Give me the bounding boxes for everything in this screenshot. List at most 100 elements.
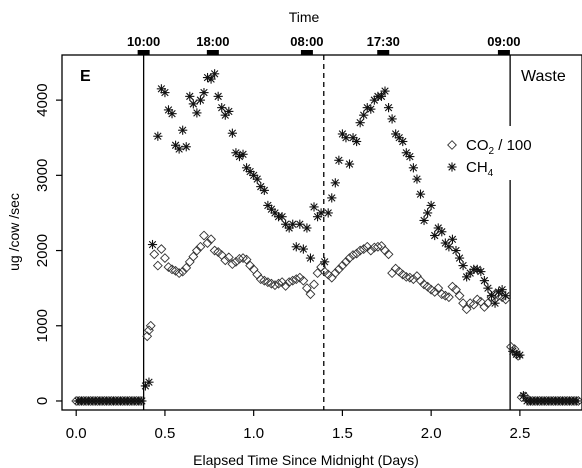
ch4-point — [323, 208, 333, 218]
ch4-point — [366, 104, 376, 114]
x-tick-label: 0.5 — [155, 425, 176, 442]
ch4-point — [298, 244, 308, 254]
ch4-point — [153, 131, 163, 141]
ch4-point — [415, 189, 426, 199]
co2-point — [177, 266, 188, 277]
ch4-point — [412, 174, 422, 184]
y-tick-label: 0 — [34, 397, 51, 405]
co2-point — [443, 292, 454, 303]
waste-annotation: Waste — [521, 68, 566, 85]
co2-point — [341, 256, 351, 267]
ch4-point — [422, 208, 433, 218]
co2-point — [330, 268, 341, 279]
ch4-point — [444, 242, 454, 252]
top-time-marker — [300, 50, 313, 55]
co2-point — [199, 230, 209, 241]
ch4-point — [501, 291, 511, 301]
co2-point — [234, 253, 245, 264]
co2-point — [408, 274, 419, 285]
co2-point — [447, 281, 458, 292]
ch4-point — [309, 202, 319, 212]
top-time-label: 18:00 — [196, 34, 229, 49]
legend-ch4-marker — [447, 162, 457, 172]
y-axis: 0 1000 2000 3000 4000 — [34, 83, 62, 405]
co2-point — [280, 280, 291, 291]
legend-label: CO2 / 100 — [466, 137, 532, 157]
ch4-point — [515, 350, 525, 360]
top-time-marker — [206, 50, 219, 55]
data-points — [71, 69, 582, 406]
x-tick-label: 2.5 — [509, 425, 530, 442]
top-axis-title: Time — [289, 9, 320, 25]
x-tick-label: 2.0 — [421, 425, 442, 442]
co2-point — [298, 275, 309, 286]
co2-point — [159, 253, 170, 264]
y-tick-label: 3000 — [34, 159, 51, 192]
co2-point — [458, 298, 469, 309]
top-time-label: 08:00 — [290, 34, 323, 49]
co2-point — [188, 251, 199, 262]
ch4-point — [479, 276, 489, 286]
co2-point — [483, 298, 493, 309]
co2-point — [454, 290, 465, 301]
ch4-point — [380, 86, 390, 96]
co2-point — [167, 264, 177, 275]
x-tick-label: 1.5 — [332, 425, 353, 442]
ch4-point — [486, 291, 497, 301]
co2-point — [287, 275, 298, 286]
ch4-point — [181, 142, 191, 152]
ch4-point — [419, 215, 429, 226]
co2-point — [323, 269, 334, 280]
ch4-point — [144, 377, 154, 387]
co2-point — [365, 245, 376, 256]
ch4-point — [437, 227, 447, 237]
top-time-marker — [377, 50, 390, 55]
co2-point — [390, 263, 401, 274]
ch4-point — [188, 99, 198, 109]
ch4-point — [383, 103, 394, 113]
ch4-point — [238, 149, 248, 159]
co2-point — [394, 266, 405, 277]
ch4-point — [227, 128, 237, 138]
plot-frame — [61, 54, 582, 411]
ch4-point — [213, 91, 223, 101]
co2-point — [209, 245, 220, 256]
y-tick-label: 1000 — [34, 309, 51, 342]
co2-point — [270, 280, 280, 291]
top-time-label: 17:30 — [367, 34, 400, 49]
co2-point — [184, 256, 195, 267]
ch4-point — [206, 74, 216, 84]
co2-point — [309, 279, 319, 290]
ch4-point — [252, 174, 262, 184]
co2-point — [312, 268, 323, 279]
co2-point — [372, 241, 383, 252]
ch4-point — [291, 242, 301, 252]
co2-point — [241, 254, 252, 265]
co2-point — [465, 298, 476, 309]
ch4-point — [178, 125, 188, 135]
co2-point — [348, 250, 358, 260]
ch4-point — [302, 223, 312, 233]
co2-point — [451, 284, 461, 295]
ch4-point — [330, 178, 340, 188]
co2-point — [191, 245, 202, 256]
co2-point — [262, 277, 273, 288]
ch4-point — [458, 260, 468, 271]
x-tick-label: 1.0 — [243, 425, 264, 442]
co2-point — [202, 238, 213, 248]
ch4-point — [387, 114, 397, 124]
ch4-point — [224, 106, 234, 117]
co2-point — [333, 264, 344, 275]
co2-point — [319, 266, 330, 277]
ch4-point — [476, 267, 486, 277]
ch4-point — [490, 298, 500, 308]
co2-point — [436, 289, 447, 300]
ch4-point — [167, 109, 177, 119]
ch4-point — [451, 245, 461, 256]
co2-point — [255, 274, 266, 285]
y-axis-title: ug /cow /sec — [6, 193, 22, 271]
ch4-point — [572, 396, 582, 406]
top-time-axis: 10:00 18:00 08:00 17:30 09:00 — [127, 34, 521, 55]
